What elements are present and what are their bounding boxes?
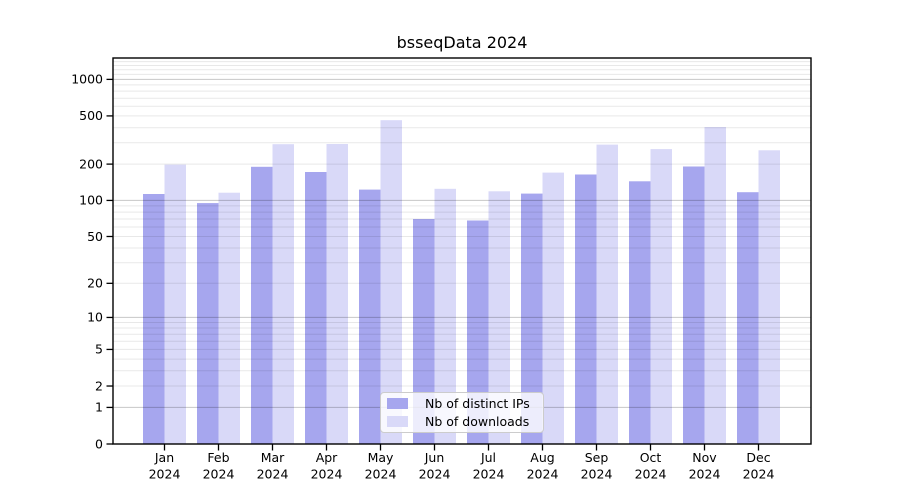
- x-tick-label-jul: Jul: [480, 450, 496, 465]
- x-tick-year-jul: 2024: [473, 467, 505, 482]
- bar-distinct-ips-aug: [521, 193, 543, 444]
- x-tick-label-jun: Jun: [424, 450, 445, 465]
- bar-downloads-jul: [488, 191, 510, 444]
- x-tick-year-feb: 2024: [203, 467, 235, 482]
- x-tick-label-may: May: [368, 450, 394, 465]
- bar-distinct-ips-nov: [683, 166, 705, 444]
- bar-downloads-aug: [542, 172, 564, 444]
- x-tick-year-may: 2024: [365, 467, 397, 482]
- x-tick-year-mar: 2024: [257, 467, 289, 482]
- legend-label-distinct-ips: Nb of distinct IPs: [425, 396, 530, 411]
- x-tick-label-oct: Oct: [640, 450, 662, 465]
- x-tick-label-mar: Mar: [261, 450, 285, 465]
- plot-border: [112, 57, 812, 445]
- legend-item-distinct-ips: Nb of distinct IPs: [387, 396, 535, 411]
- bar-downloads-apr: [326, 144, 348, 444]
- x-tick-label-feb: Feb: [207, 450, 229, 465]
- y-tick-label: 1: [95, 400, 103, 415]
- y-tick-label: 1000: [71, 72, 103, 87]
- bar-distinct-ips-dec: [737, 192, 759, 444]
- bar-distinct-ips-jun: [413, 219, 435, 444]
- bar-distinct-ips-apr: [305, 172, 327, 444]
- x-tick-year-jun: 2024: [419, 467, 451, 482]
- bar-downloads-sep: [596, 144, 618, 444]
- bar-downloads-jun: [434, 188, 456, 444]
- bar-downloads-may: [380, 120, 402, 444]
- x-tick-year-oct: 2024: [635, 467, 667, 482]
- x-tick-label-apr: Apr: [316, 450, 338, 465]
- bar-downloads-nov: [704, 127, 726, 444]
- bar-downloads-oct: [650, 149, 672, 444]
- y-tick-label: 50: [87, 229, 103, 244]
- x-tick-label-nov: Nov: [692, 450, 717, 465]
- y-tick-label: 10: [87, 310, 103, 325]
- legend-label-downloads: Nb of downloads: [425, 414, 530, 429]
- bar-distinct-ips-sep: [575, 174, 597, 444]
- y-tick-label: 200: [79, 156, 103, 171]
- x-tick-year-jan: 2024: [149, 467, 181, 482]
- x-tick-year-apr: 2024: [311, 467, 343, 482]
- x-tick-year-sep: 2024: [581, 467, 613, 482]
- chart-title: bsseqData 2024: [396, 33, 528, 52]
- y-tick-label: 20: [87, 276, 103, 291]
- x-tick-label-jan: Jan: [154, 450, 174, 465]
- bar-distinct-ips-jul: [467, 220, 489, 444]
- bar-downloads-dec: [758, 150, 780, 445]
- x-tick-year-aug: 2024: [527, 467, 559, 482]
- y-tick-label: 500: [79, 108, 103, 123]
- bar-distinct-ips-mar: [251, 166, 273, 445]
- x-tick-year-nov: 2024: [689, 467, 721, 482]
- bar-distinct-ips-oct: [629, 181, 651, 445]
- y-tick-label: 0: [95, 436, 103, 451]
- x-tick-year-dec: 2024: [743, 467, 775, 482]
- bar-distinct-ips-may: [359, 189, 381, 444]
- bar-downloads-jan: [164, 164, 186, 444]
- y-tick-label: 100: [79, 193, 103, 208]
- legend-swatch-downloads: [387, 416, 408, 427]
- y-tick-label: 5: [95, 342, 103, 357]
- legend: Nb of distinct IPs Nb of downloads: [380, 392, 544, 433]
- x-tick-label-dec: Dec: [746, 450, 770, 465]
- x-tick-label-aug: Aug: [530, 450, 554, 465]
- bar-downloads-feb: [218, 192, 240, 444]
- y-tick-label: 2: [95, 378, 103, 393]
- bar-distinct-ips-jan: [143, 194, 165, 444]
- x-tick-label-sep: Sep: [585, 450, 609, 465]
- legend-item-downloads: Nb of downloads: [387, 414, 535, 429]
- bar-distinct-ips-feb: [197, 203, 219, 444]
- legend-swatch-distinct-ips: [387, 398, 408, 409]
- bar-downloads-mar: [272, 144, 294, 444]
